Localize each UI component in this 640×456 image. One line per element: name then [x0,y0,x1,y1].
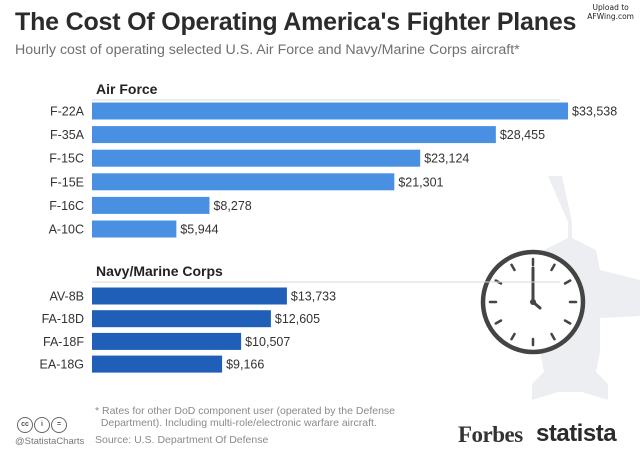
value-label: $28,455 [500,128,545,142]
value-label: $33,538 [572,105,617,119]
source-note: Source: U.S. Department Of Defense [95,434,269,446]
value-label: $9,166 [226,358,264,372]
bar [92,173,395,191]
statista-logo: statista [536,420,617,447]
bar [92,332,242,350]
category-label: F-22A [50,105,85,119]
bar [92,149,421,167]
statista-handle: @StatistaCharts [15,436,85,447]
category-label: A-10C [49,223,84,237]
watermark-line1: Upload to [592,3,629,12]
value-label: $5,944 [180,223,218,237]
bar [92,196,210,214]
footnote: * Rates for other DoD component user (op… [95,405,395,429]
group-label: Air Force [96,81,158,97]
category-label: F-15C [49,152,84,166]
no-derivatives-icon: = [51,417,67,433]
watermark-line2: AFWing.com [587,12,634,21]
value-label: $8,278 [213,199,251,213]
category-label: F-15E [50,175,84,189]
group-label: Navy/Marine Corps [96,263,223,279]
cc-icon: cc [17,417,33,433]
category-label: EA-18G [40,358,84,372]
attribution-icon: i [34,417,50,433]
chart-subtitle: Hourly cost of operating selected U.S. A… [15,42,520,58]
value-label: $21,301 [398,175,443,189]
bar [92,126,496,144]
category-label: FA-18D [42,312,84,326]
category-label: F-16C [49,199,84,213]
bar [92,287,287,305]
category-label: FA-18F [43,335,84,349]
category-label: AV-8B [49,290,84,304]
clock-icon [480,249,586,355]
category-label: F-35A [50,128,85,142]
license-icons: cc i = [17,417,67,433]
value-label: $12,605 [275,312,320,326]
value-label: $23,124 [424,152,469,166]
bar [92,310,271,328]
value-label: $10,507 [245,335,290,349]
chart-title: The Cost Of Operating America's Fighter … [15,8,577,36]
forbes-logo: Forbes [458,422,523,447]
value-label: $13,733 [291,290,336,304]
bar [92,220,177,238]
watermark: Upload to AFWing.com [587,3,634,21]
bar [92,355,223,373]
bar [92,102,568,120]
